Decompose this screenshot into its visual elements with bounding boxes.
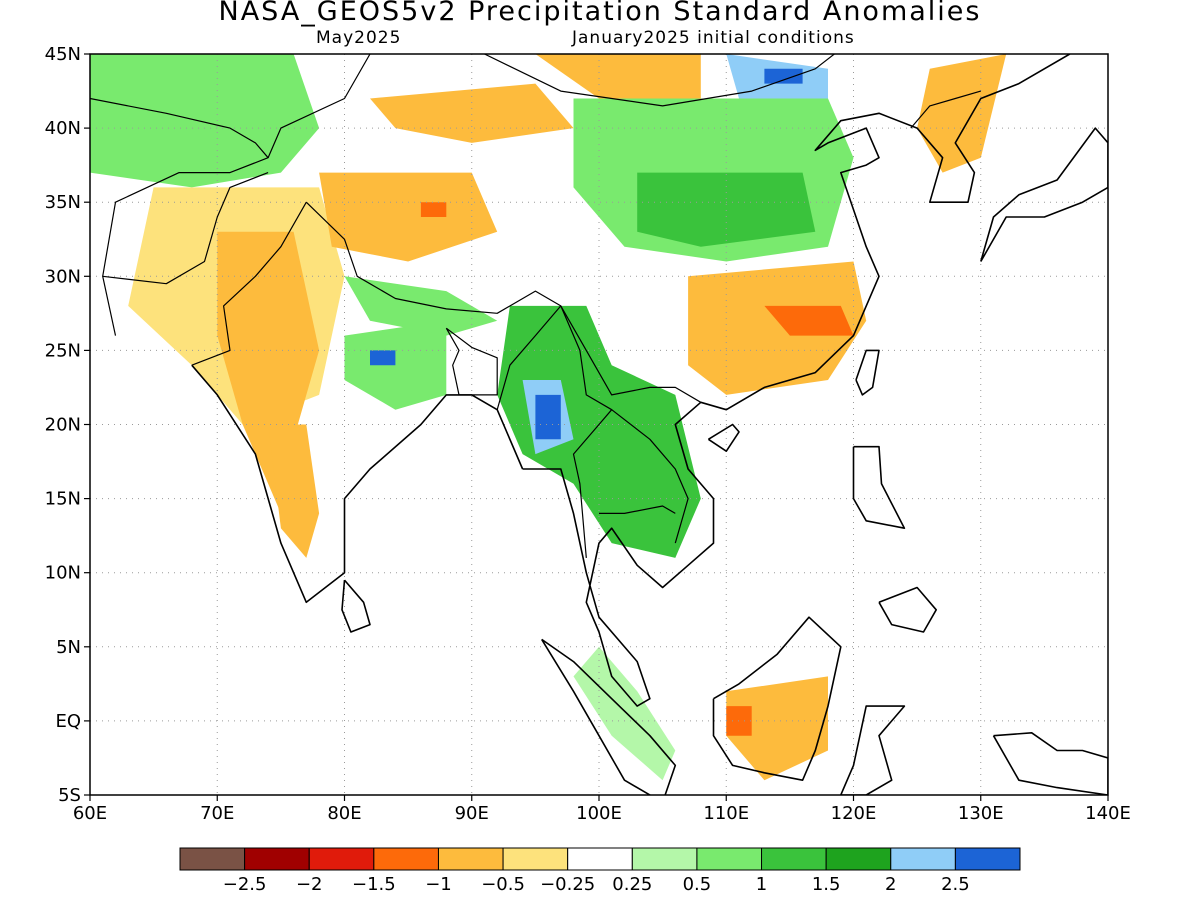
coastline-japan-coast — [980, 127, 1108, 262]
coastline-indochina-coast — [522, 54, 1071, 707]
lat-label: 40N — [45, 118, 81, 139]
chart-title: NASA_GEOS5v2 Precipitation Standard Anom… — [218, 0, 982, 27]
anomaly-region-southeast-china-strong-deficit — [764, 305, 854, 336]
lon-label: 90E — [455, 803, 489, 824]
coastline-borneo-coast — [712, 616, 842, 782]
anomaly-region-himalaya-wet — [344, 276, 498, 336]
lon-label: 70E — [200, 803, 234, 824]
colorbar-label: −0.25 — [540, 874, 595, 895]
colorbar-swatch — [567, 847, 633, 871]
anomaly-region-myanmar-extreme-wet — [535, 394, 561, 440]
anomaly-region-india-central-wet — [344, 320, 447, 410]
colorbar-label: −1.5 — [352, 874, 396, 895]
border-china-mongolia-border — [483, 54, 836, 107]
lon-label: 130E — [958, 803, 1004, 824]
lat-label: 10N — [45, 563, 81, 584]
anomaly-region-xinjiang-deficit — [370, 83, 574, 143]
colorbar-swatch — [179, 847, 246, 871]
initial-conditions: January2025 initial conditions — [572, 28, 855, 48]
colorbar-swatch — [308, 847, 375, 871]
lat-label: 45N — [45, 44, 81, 65]
colorbar-label: −2.5 — [223, 874, 267, 895]
lat-label: EQ — [55, 711, 81, 732]
land-outlines — [90, 54, 1108, 795]
colorbar-swatch — [631, 847, 698, 871]
border-china-kazakh-border — [267, 54, 371, 158]
anomaly-region-mongolia-deficit — [535, 54, 701, 99]
lat-label: 30N — [45, 266, 81, 287]
colorbar-swatch — [244, 847, 310, 871]
coastline-sulawesi-coast — [840, 705, 906, 795]
border-india-pakistan-border — [191, 201, 307, 366]
anomaly-region-tibet-strong-deficit — [420, 202, 447, 217]
border-myanmar-border — [496, 305, 613, 558]
anomaly-region-northeast-china-korea-deficit — [917, 54, 1007, 173]
colorbar-swatch — [437, 847, 504, 871]
coastline-new-guinea-coast — [992, 731, 1108, 795]
lat-label: 5S — [58, 785, 81, 806]
anomaly-region-myanmar-indochina-wet — [497, 305, 701, 558]
anomaly-region-india-west-deficit — [217, 231, 320, 514]
colorbar-swatch — [761, 847, 827, 871]
colorbar-label: 2 — [885, 874, 896, 895]
coastline-taiwan-coast — [855, 349, 880, 396]
anomaly-fields — [90, 54, 1007, 781]
colorbar-label: 1.5 — [812, 874, 841, 895]
colorbar-swatch — [696, 847, 763, 871]
coastline-philippines-luzon — [852, 445, 906, 530]
lon-label: 60E — [73, 803, 107, 824]
anomaly-region-mongolia-extreme-wet — [764, 68, 803, 84]
lon-label: 120E — [831, 803, 877, 824]
colorbar-swatch — [890, 847, 956, 871]
colorbar-label: −0.5 — [481, 874, 525, 895]
anomaly-region-india-central-very-wet — [370, 350, 396, 366]
lat-label: 20N — [45, 415, 81, 436]
forecast-month: May2025 — [316, 28, 402, 48]
colorbar-label: 1 — [756, 874, 767, 895]
lon-label: 140E — [1085, 803, 1131, 824]
lon-label: 80E — [327, 803, 361, 824]
colorbar-swatch — [954, 847, 1021, 871]
lon-label: 100E — [576, 803, 622, 824]
border-afghanistan-pakistan-border — [102, 172, 269, 285]
colorbar-label: 2.5 — [941, 874, 970, 895]
border-thailand-cambodia-border — [599, 505, 676, 515]
colorbar-swatch — [502, 847, 569, 871]
coastline-philippines-mindanao — [878, 586, 938, 633]
colorbar-label: 0.5 — [683, 874, 712, 895]
colorbar-swatch — [825, 847, 892, 871]
border-north-korea-border — [910, 90, 981, 129]
border-nepal-bhutan-bangladesh — [445, 327, 498, 396]
colorbar-swatch — [373, 847, 439, 871]
coastline-hainan-coast — [707, 423, 740, 453]
colorbar: −2.5 −2 −1.5 −1 −0.5 −0.25 0.25 0.5 1 1.5 2 2.5 — [179, 847, 1021, 895]
lat-label: 35N — [45, 192, 81, 213]
colorbar-label: −2 — [296, 874, 323, 895]
border-india-china-border — [305, 201, 562, 314]
border-central-asia-borders — [90, 97, 269, 336]
lat-label: 15N — [45, 489, 81, 510]
colorbar-label: −1 — [425, 874, 452, 895]
coastline-sumatra-coast — [541, 638, 677, 795]
coastline-sri-lanka-coast — [341, 579, 371, 633]
anomaly-region-southeast-china-deficit — [688, 261, 867, 395]
anomaly-region-tibet-deficit — [319, 172, 498, 262]
lat-label: 25N — [45, 340, 81, 361]
anomaly-region-india-peninsula-deficit — [268, 424, 320, 558]
border-china-southwest-border — [560, 305, 702, 403]
colorbar-label: 0.25 — [612, 874, 652, 895]
lat-label: 5N — [56, 637, 81, 658]
border-laos-vietnam-border — [611, 409, 689, 544]
anomaly-region-central-asia-west — [90, 54, 320, 188]
lon-label: 110E — [703, 803, 749, 824]
anomaly-region-china-north-core-wet — [637, 172, 816, 247]
anomaly-region-borneo-deficit — [726, 676, 828, 781]
anomaly-region-sumatra-mixed — [573, 646, 676, 781]
